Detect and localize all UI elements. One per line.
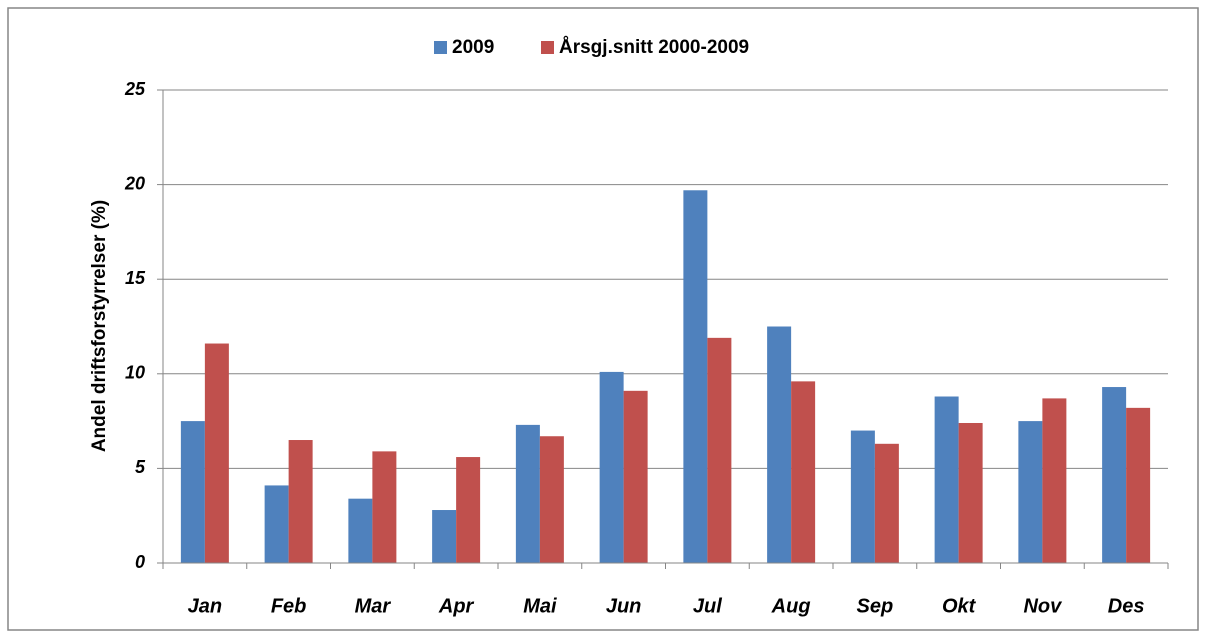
x-tick-label: Mai xyxy=(523,595,557,617)
bar xyxy=(1018,421,1043,563)
x-tick-label: Mar xyxy=(355,595,392,617)
x-tick-label: Nov xyxy=(1023,595,1063,617)
y-tick-label: 0 xyxy=(135,552,145,572)
bar xyxy=(264,485,289,563)
bar xyxy=(1102,387,1127,563)
bar xyxy=(348,498,373,563)
legend-label: Årsgj.snitt 2000-2009 xyxy=(559,37,749,58)
y-tick-label: 10 xyxy=(125,363,145,383)
bar xyxy=(515,424,540,563)
bar xyxy=(599,371,624,563)
bar xyxy=(204,343,229,563)
y-tick-label: 15 xyxy=(125,268,146,288)
legend-label: 2009 xyxy=(452,37,494,58)
bar xyxy=(1042,398,1067,563)
bar xyxy=(372,451,397,563)
x-tick-label: Apr xyxy=(438,595,475,617)
x-tick-label: Sep xyxy=(857,595,894,617)
x-tick-label: Feb xyxy=(271,595,307,617)
bar xyxy=(958,422,983,563)
x-tick-label: Jan xyxy=(188,595,222,617)
y-axis-label: Andel driftsforstyrrelser (%) xyxy=(89,200,110,452)
bar xyxy=(934,396,959,563)
x-tick-label: Jul xyxy=(693,595,722,617)
bar xyxy=(874,443,899,563)
bar xyxy=(456,457,481,563)
bar xyxy=(707,337,732,563)
y-tick-label: 5 xyxy=(135,457,146,477)
bar xyxy=(539,436,564,563)
bar xyxy=(432,510,457,563)
bar xyxy=(791,381,816,563)
x-tick-label: Des xyxy=(1108,595,1145,617)
x-tick-label: Okt xyxy=(942,595,977,617)
y-tick-label: 25 xyxy=(124,79,146,99)
bar xyxy=(683,190,708,563)
bar xyxy=(850,430,875,563)
bar xyxy=(623,390,648,563)
bar xyxy=(180,421,205,563)
legend-swatch xyxy=(541,41,554,54)
x-tick-label: Jun xyxy=(606,595,642,617)
bar xyxy=(1126,407,1151,563)
legend-swatch xyxy=(434,41,447,54)
bar xyxy=(288,440,313,563)
bar xyxy=(767,326,792,563)
x-tick-label: Aug xyxy=(771,595,811,617)
y-tick-label: 20 xyxy=(124,173,145,193)
